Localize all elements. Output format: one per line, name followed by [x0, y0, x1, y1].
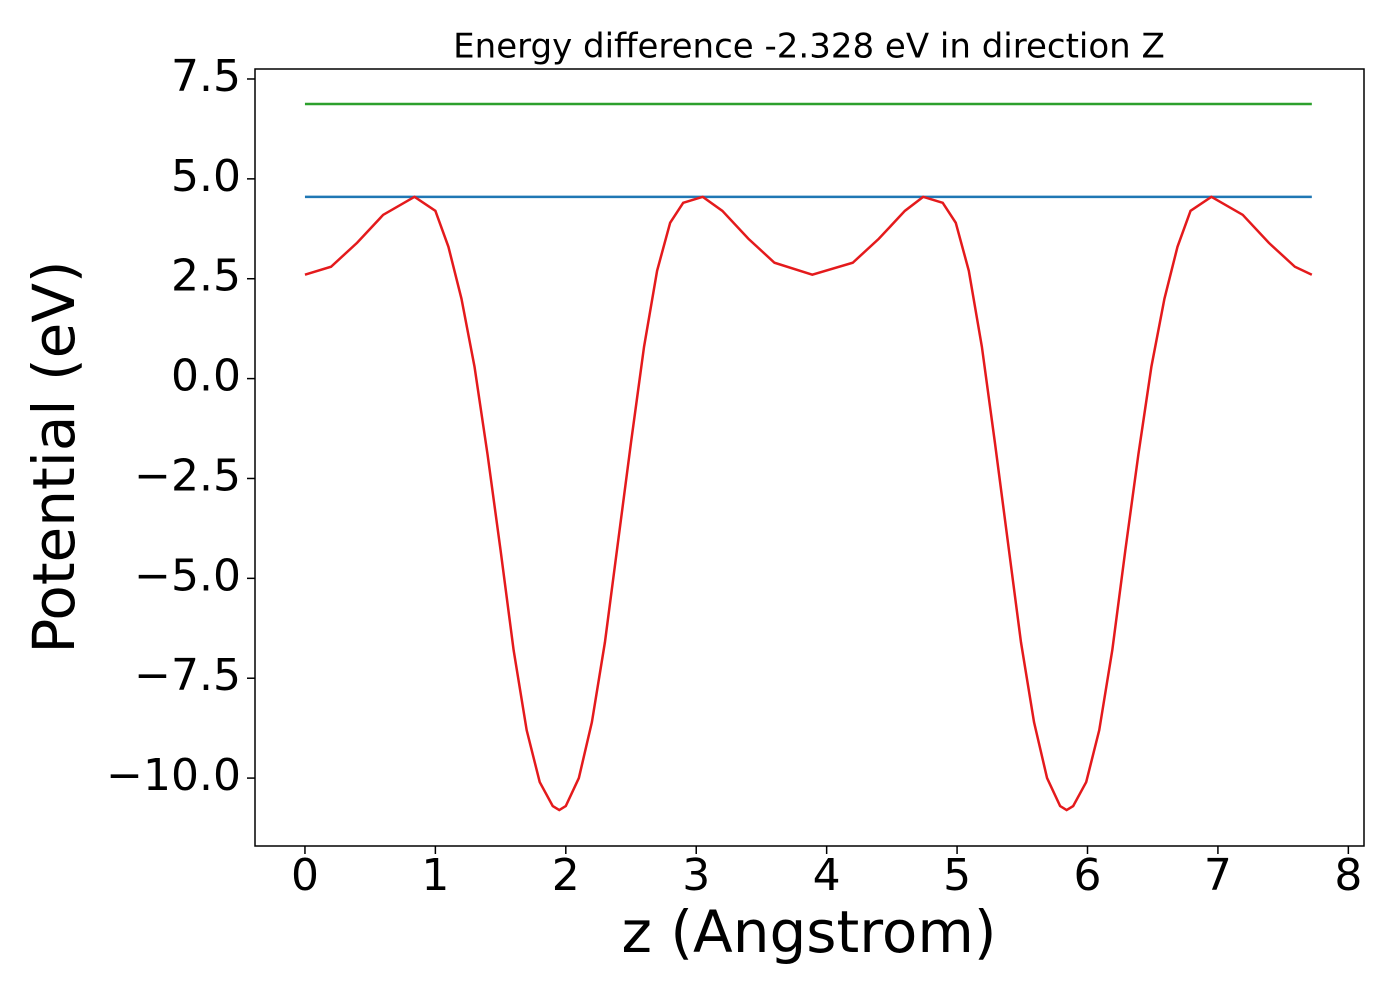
plot-frame — [254, 68, 1365, 847]
y-tick-label: −7.5 — [134, 650, 241, 701]
x-tick-label: 3 — [682, 850, 710, 901]
data-line — [304, 195, 1313, 812]
x-tick-label: 8 — [1334, 850, 1362, 901]
y-tick-label: −2.5 — [134, 450, 241, 501]
y-axis-label: Potential (eV) — [20, 260, 88, 653]
y-tick-label: −5.0 — [134, 550, 241, 601]
x-tick-label: 1 — [421, 850, 449, 901]
x-tick-label: 6 — [1074, 850, 1102, 901]
y-tick-label: −10.0 — [106, 750, 241, 801]
y-tick-label: 2.5 — [171, 251, 241, 302]
y-tick-label: 7.5 — [171, 51, 241, 102]
y-tick-label: 0.0 — [171, 351, 241, 402]
x-tick-label: 0 — [291, 850, 319, 901]
y-tick-label: 5.0 — [171, 151, 241, 202]
chart-title: Energy difference -2.328 eV in direction… — [453, 27, 1165, 67]
x-tick-label: 2 — [552, 850, 580, 901]
x-tick-label: 4 — [813, 850, 841, 901]
x-axis-label: z (Angstrom) — [622, 898, 997, 966]
x-tick-label: 7 — [1204, 850, 1232, 901]
x-tick-label: 5 — [943, 850, 971, 901]
